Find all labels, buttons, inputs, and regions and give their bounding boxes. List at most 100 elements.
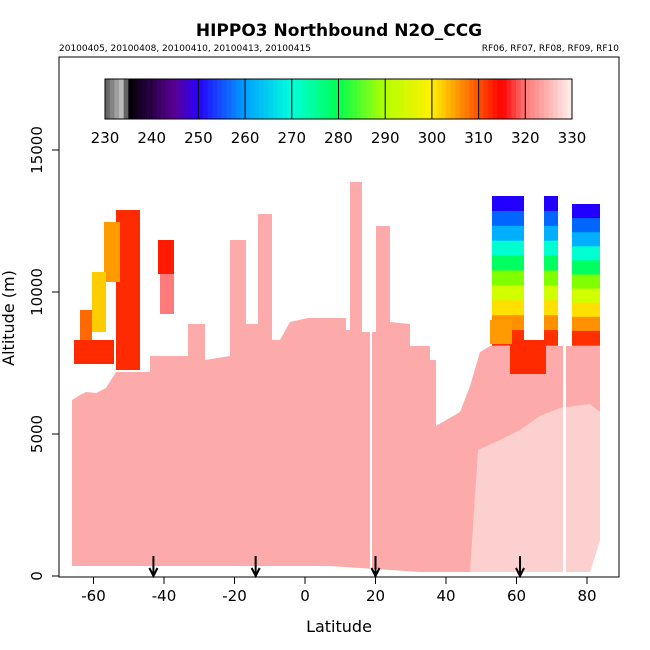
y-tick-label: 15000 xyxy=(28,126,46,174)
colorbar-segment xyxy=(319,79,326,119)
colorbar-segment xyxy=(455,79,461,119)
colorbar-segment xyxy=(305,79,312,119)
colorbar-segment xyxy=(179,79,185,119)
colorbar-segment xyxy=(123,79,129,119)
colorbar-segment xyxy=(338,79,344,119)
colorbar-segment xyxy=(529,79,536,119)
colorbar-segment xyxy=(193,79,199,119)
profile-marker-head xyxy=(250,567,261,579)
north-tower-band xyxy=(544,315,558,331)
colorbar-segment xyxy=(548,79,554,119)
chart-title: HIPPO3 Northbound N2O_CCG xyxy=(196,21,482,41)
north-tower-band xyxy=(544,330,558,346)
north-tower-band xyxy=(572,232,600,248)
colorbar-tick-label: 310 xyxy=(464,129,493,147)
colorbar-segment xyxy=(184,79,190,119)
colorbar-segment xyxy=(385,79,391,119)
profile-marker-head xyxy=(370,567,381,579)
left-tower-lower xyxy=(80,310,92,346)
colorbar-segment xyxy=(226,79,232,119)
colorbar-segment xyxy=(291,79,298,119)
profile-markers xyxy=(148,556,525,579)
colorbar-segment xyxy=(156,79,162,119)
colorbar-segment xyxy=(170,79,176,119)
colorbar-segment xyxy=(245,79,251,119)
colorbar-segment xyxy=(217,79,223,119)
north-tower-band xyxy=(544,300,558,316)
northern-light-field xyxy=(470,404,600,572)
colorbar-segment xyxy=(198,79,204,119)
x-axis-label: Latitude xyxy=(306,617,372,636)
colorbar-segment xyxy=(492,79,498,119)
colorbar-segment xyxy=(501,79,508,119)
colorbar-segment xyxy=(520,79,526,119)
colorbar-segment xyxy=(273,79,279,119)
colorbar-tick-label: 300 xyxy=(418,129,447,147)
colorbar-segment xyxy=(105,79,111,119)
profile-marker-head xyxy=(148,567,159,579)
north-tower-band xyxy=(544,196,558,212)
colorbar-segment xyxy=(525,79,531,119)
colorbar-segment xyxy=(315,79,321,119)
north-tower-band xyxy=(492,270,524,287)
colorbar-segment xyxy=(287,79,293,119)
colorbar-segment xyxy=(301,79,307,119)
colorbar-segment xyxy=(431,79,438,119)
x-axis: -60 -40 -20 0 20 40 60 80 xyxy=(81,576,597,605)
colorbar-segment xyxy=(189,79,195,119)
colorbar-segment xyxy=(417,79,424,119)
colorbar-segment xyxy=(375,79,382,119)
colorbar-segment xyxy=(175,79,181,119)
colorbar-segment xyxy=(567,79,573,119)
colorbar-segment xyxy=(394,79,400,119)
north-tower-band xyxy=(544,270,558,287)
colorbar-segment xyxy=(539,79,545,119)
y-axis-label: Altitude (m) xyxy=(0,270,18,366)
colorbar-segment xyxy=(389,79,396,119)
colorbar-segment xyxy=(413,79,419,119)
colorbar-segment xyxy=(511,79,517,119)
colorbar-segment xyxy=(119,79,125,119)
colorbar-tick-label: 280 xyxy=(324,129,353,147)
colorbar-segment xyxy=(263,79,270,119)
colorbar-segment xyxy=(333,79,340,119)
data-field xyxy=(72,180,600,572)
colorbar-segment xyxy=(487,79,494,119)
colorbar-segment xyxy=(324,79,330,119)
north-tower-band xyxy=(492,255,524,272)
colorbar-segment xyxy=(422,79,428,119)
north-tower-band xyxy=(544,255,558,272)
colorbar-segment xyxy=(277,79,284,119)
north-tower-base xyxy=(510,340,546,374)
x-tick-label: -40 xyxy=(152,587,177,605)
colorbar-segment xyxy=(473,79,480,119)
colorbar-tick-label: 250 xyxy=(184,129,213,147)
north-tower-band xyxy=(544,225,558,242)
north-tower-band xyxy=(492,225,524,242)
y-tick-label: 10000 xyxy=(28,268,46,316)
chart-subtitle-left: 20100405, 20100408, 20100410, 20100413, … xyxy=(59,44,311,54)
profile-gap xyxy=(370,180,372,570)
y-axis: 0 5000 10000 15000 xyxy=(28,126,60,581)
colorbar-segment xyxy=(114,79,120,119)
north-tower-orange xyxy=(490,320,512,344)
north-tower-band xyxy=(492,210,524,227)
north-tower-band xyxy=(572,316,600,332)
colorbar-segment xyxy=(366,79,372,119)
colorbar-segment xyxy=(128,79,134,119)
colorbar-segment xyxy=(151,79,157,119)
colorbar-segment xyxy=(133,79,139,119)
left-tower-base xyxy=(74,340,114,364)
colorbar-segment xyxy=(469,79,475,119)
colorbar-segment xyxy=(235,79,242,119)
colorbar-segment xyxy=(497,79,503,119)
colorbar-segment xyxy=(203,79,209,119)
north-tower-band xyxy=(492,300,524,316)
colorbar-segment xyxy=(445,79,452,119)
chart-subtitle-right: RF06, RF07, RF08, RF09, RF10 xyxy=(482,44,620,54)
mid-tower-pink xyxy=(160,274,174,314)
north-tower-band xyxy=(572,330,600,346)
x-tick-label: 0 xyxy=(300,587,310,605)
colorbar-segment xyxy=(207,79,214,119)
colorbar-segment xyxy=(109,79,115,119)
